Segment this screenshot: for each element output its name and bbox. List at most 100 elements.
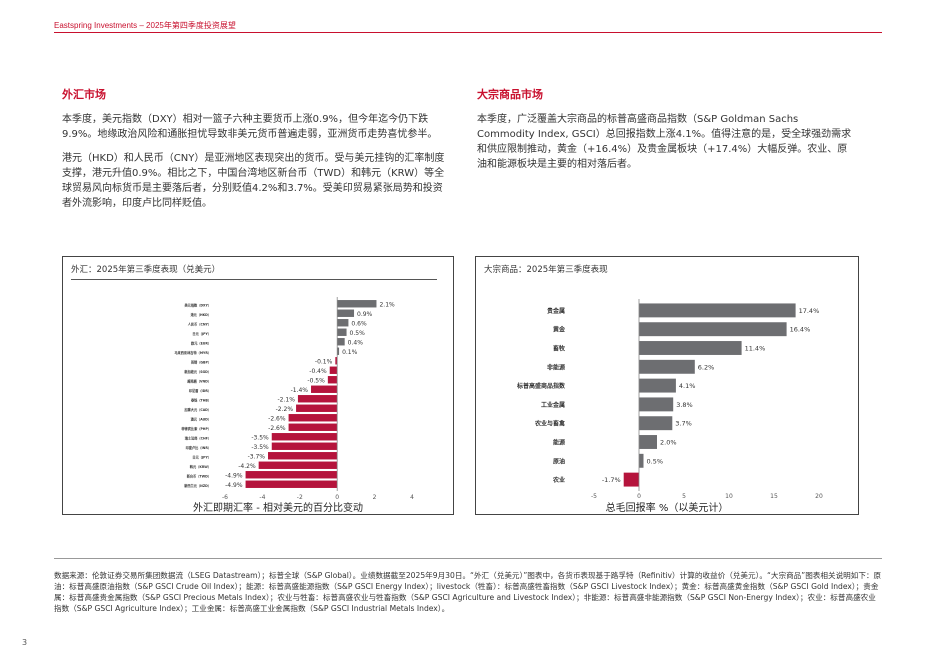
bar-value-label: 0.5%	[350, 330, 366, 337]
bar-value-label: 0.6%	[351, 320, 367, 327]
x-tick-label: -5	[591, 493, 597, 500]
x-tick-label: 20	[815, 493, 823, 500]
bar-value-label: 2.0%	[660, 439, 677, 447]
x-tick-label: -4	[259, 494, 265, 501]
bar-value-label: -4.2%	[238, 463, 256, 470]
commodity-chart-xlabel: 总毛回报率 %（以美元计）	[605, 503, 729, 514]
x-tick-label: 5	[682, 493, 686, 500]
header-text: Eastspring Investments – 2025年第四季度投资展望	[54, 21, 236, 30]
bar-value-label: -4.9%	[225, 472, 243, 479]
fx-chart-title: 外汇：2025年第三季度表现（兑美元）	[71, 265, 221, 275]
bar-value-label: -4.9%	[225, 482, 243, 489]
category-label: 日元（JPY）	[192, 454, 211, 459]
category-label: 韩元（KRW）	[190, 464, 211, 469]
bar	[639, 453, 644, 468]
bar-value-label: 6.2%	[698, 363, 715, 371]
bar-value-label: 0.9%	[357, 311, 373, 318]
bar	[639, 341, 742, 355]
category-label: 欧元（EUR）	[191, 340, 211, 345]
commodity-bar-chart: 17.4% 贵金属 16.4% 黄金 11.4% 畜牧 6.2% 非能源 4.1% 标普高盛商品指…	[516, 299, 823, 500]
x-tick-label: 2	[373, 494, 377, 501]
bar	[639, 322, 787, 337]
category-label: 能源	[553, 439, 565, 447]
bar	[329, 366, 338, 374]
bar-value-label: -2.2%	[276, 406, 294, 413]
category-label: 工业金属	[541, 401, 565, 409]
category-label: 英镑（GBP）	[190, 359, 211, 364]
bar	[297, 395, 338, 403]
x-tick-label: 0	[637, 493, 641, 500]
category-label: 美元指数（DXY）	[183, 302, 211, 307]
page-number: 3	[22, 638, 28, 647]
category-label: 日元（JPY）	[192, 331, 211, 336]
commodity-chart-box: 大宗商品：2025年第三季度表现 17.4% 贵金属 16.4% 黄金 11.4% 畜牧 6…	[475, 256, 859, 515]
bar	[337, 338, 345, 346]
bar-value-label: 0.1%	[342, 349, 358, 356]
bar	[271, 433, 338, 441]
x-tick-label: -2	[297, 494, 303, 501]
bar	[327, 376, 338, 384]
bar-value-label: -3.5%	[251, 434, 269, 441]
bar-value-label: -2.1%	[278, 396, 296, 403]
bar-value-label: -1.7%	[602, 476, 621, 484]
bar	[296, 404, 338, 412]
commodity-section-body: 本季度，广泛覆盖大宗商品的标普高盛商品指数（S&P Goldman Sachs …	[477, 112, 857, 181]
category-label: 新加坡元（SGD）	[184, 369, 211, 374]
bar-value-label: -2.6%	[268, 425, 286, 432]
fx-section-title: 外汇市场	[62, 88, 106, 101]
bar	[623, 472, 639, 487]
category-label: 原油	[553, 457, 565, 465]
category-label: 印尼盾（IDR）	[189, 388, 211, 393]
bar-value-label: -0.1%	[315, 358, 333, 365]
category-label: 港元（HKD）	[190, 312, 211, 317]
category-label: 黄金	[553, 326, 566, 334]
bar	[271, 442, 338, 450]
x-tick-label: 4	[410, 494, 414, 501]
fx-chart-xlabel: 外汇即期汇率 - 相对美元的百分比变动	[193, 503, 363, 514]
category-label: 澳元（AUD）	[191, 416, 211, 421]
bar-value-label: 16.4%	[790, 326, 811, 334]
category-label: 加拿大元（CAD）	[183, 407, 211, 412]
fx-section-body: 本季度，美元指数（DXY）相对一篮子六种主要货币上涨0.9%，但今年迄今仍下跌9…	[62, 112, 450, 220]
commodity-section-title: 大宗商品市场	[477, 88, 543, 101]
bar	[337, 309, 355, 317]
x-tick-label: 0	[335, 494, 339, 501]
category-label: 菲律宾比索（PHP）	[181, 426, 211, 431]
bar	[288, 423, 338, 431]
bar-value-label: 2.1%	[379, 301, 395, 308]
bar-value-label: -0.5%	[307, 377, 325, 384]
bar	[639, 397, 674, 412]
category-label: 印度卢比（INR）	[186, 445, 211, 450]
bar	[335, 357, 338, 365]
category-label: 非能源	[547, 363, 565, 371]
bar-value-label: -1.4%	[291, 387, 309, 394]
fx-chart-title-rule	[71, 279, 437, 280]
bar-value-label: 0.4%	[348, 339, 364, 346]
x-tick-label: 10	[725, 493, 733, 500]
category-label: 贵金属	[547, 307, 565, 315]
bar-value-label: 3.8%	[676, 401, 693, 409]
category-label: 畜牧	[553, 345, 566, 353]
category-label: 人民币（CNY）	[187, 321, 211, 326]
category-label: 瑞士法郎（CHF）	[185, 435, 211, 440]
bar-value-label: 3.7%	[675, 420, 692, 428]
bar-value-label: 0.5%	[647, 457, 664, 465]
category-label: 新西兰元（NZD）	[184, 483, 211, 488]
bar	[639, 303, 796, 318]
category-label: 标普高盛商品指数	[516, 382, 566, 390]
category-label: 越南盾（VND）	[186, 378, 211, 383]
source-note: 数据来源：伦敦证券交易所集团数据流（LSEG Datastream）；标普全球（…	[54, 571, 882, 613]
bar	[639, 416, 673, 431]
x-tick-label: -6	[222, 494, 228, 501]
category-label: 泰铢（THB）	[190, 397, 211, 402]
fx-paragraph-2: 港元（HKD）和人民币（CNY）是亚洲地区表现突出的货币。受与美元挂钩的汇率制度…	[62, 153, 445, 209]
bar	[639, 378, 676, 393]
bar	[337, 319, 349, 327]
category-label: 新台币（TWD）	[187, 473, 211, 478]
bar	[288, 414, 338, 422]
bar-value-label: 4.1%	[679, 382, 696, 390]
fx-paragraph-1: 本季度，美元指数（DXY）相对一篮子六种主要货币上涨0.9%，但今年迄今仍下跌9…	[62, 114, 438, 140]
commodity-paragraph-1: 本季度，广泛覆盖大宗商品的标普高盛商品指数（S&P Goldman Sachs …	[477, 114, 852, 170]
header-rule	[54, 32, 882, 33]
bar	[311, 385, 338, 393]
